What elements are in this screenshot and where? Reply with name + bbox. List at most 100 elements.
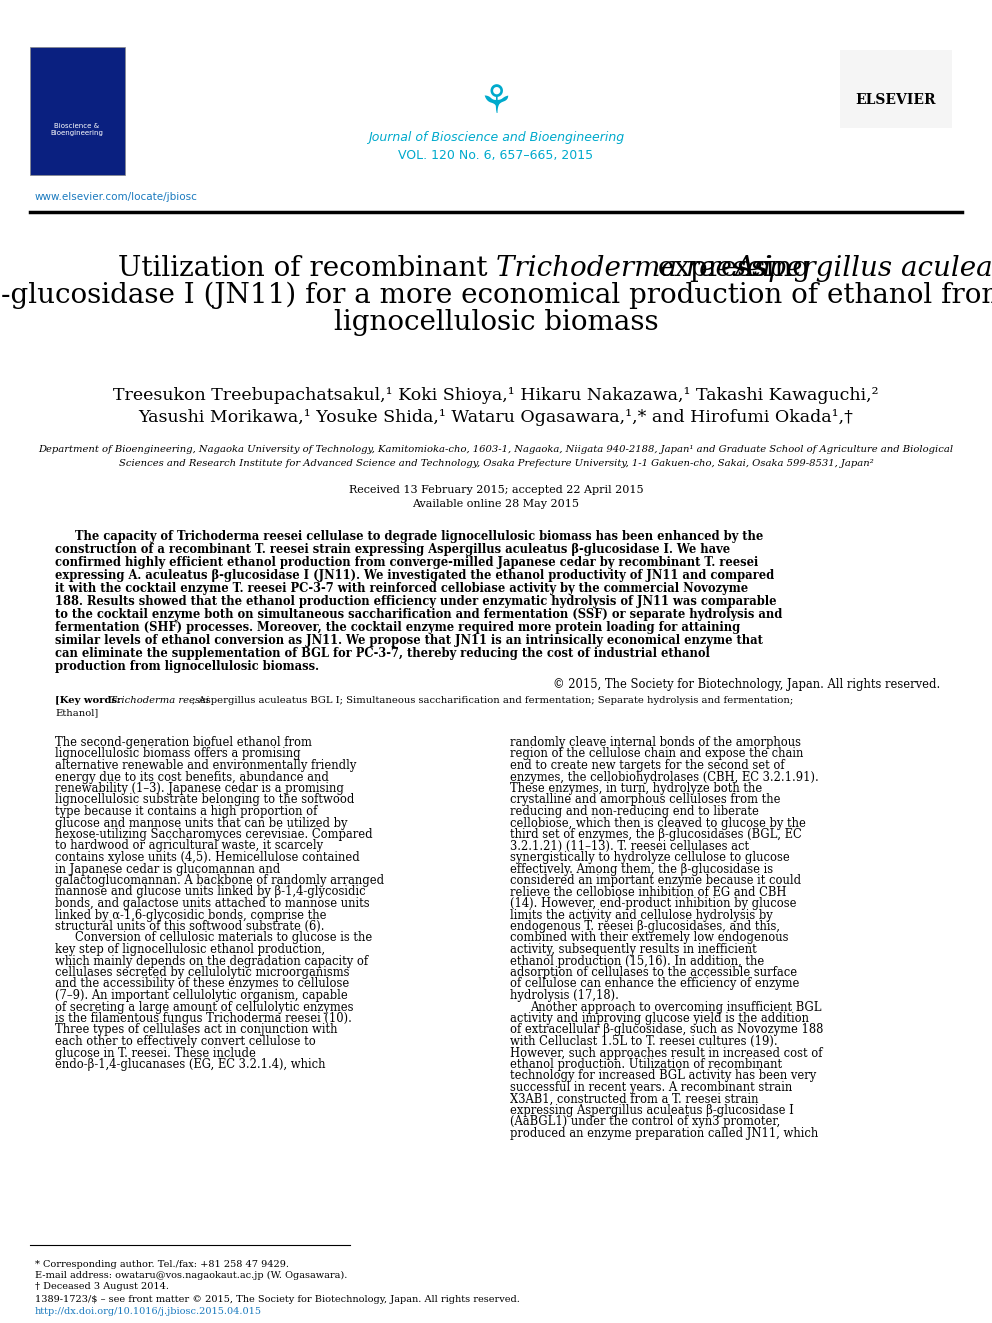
Text: with Celluclast 1.5L to T. reesei cultures (19).: with Celluclast 1.5L to T. reesei cultur…	[510, 1035, 778, 1048]
Text: synergistically to hydrolyze cellulose to glucose: synergistically to hydrolyze cellulose t…	[510, 851, 790, 864]
Text: The second-generation biofuel ethanol from: The second-generation biofuel ethanol fr…	[55, 736, 311, 749]
Text: Utilization of recombinant: Utilization of recombinant	[118, 254, 496, 282]
Text: Trichoderma reesei: Trichoderma reesei	[110, 696, 209, 705]
Text: expressing A. aculeatus β-glucosidase I (JN11). We investigated the ethanol prod: expressing A. aculeatus β-glucosidase I …	[55, 569, 774, 582]
Text: ethanol production. Utilization of recombinant: ethanol production. Utilization of recom…	[510, 1058, 782, 1072]
Text: © 2015, The Society for Biotechnology, Japan. All rights reserved.: © 2015, The Society for Biotechnology, J…	[553, 677, 940, 691]
Text: cellobiose, which then is cleaved to glucose by the: cellobiose, which then is cleaved to glu…	[510, 816, 806, 830]
Text: energy due to its cost benefits, abundance and: energy due to its cost benefits, abundan…	[55, 770, 329, 783]
Text: confirmed highly efficient ethanol production from converge-milled Japanese ceda: confirmed highly efficient ethanol produ…	[55, 556, 758, 569]
Text: ; Aspergillus aculeatus BGL I; Simultaneous saccharification and fermentation; S: ; Aspergillus aculeatus BGL I; Simultane…	[192, 696, 794, 705]
Text: X3AB1, constructed from a T. reesei strain: X3AB1, constructed from a T. reesei stra…	[510, 1093, 759, 1106]
Text: of cellulose can enhance the efficiency of enzyme: of cellulose can enhance the efficiency …	[510, 978, 800, 991]
Text: (AaBGL1) under the control of xyn3 promoter,: (AaBGL1) under the control of xyn3 promo…	[510, 1115, 781, 1129]
Text: structural units of this softwood substrate (6).: structural units of this softwood substr…	[55, 919, 324, 933]
Text: activity and improving glucose yield is the addition: activity and improving glucose yield is …	[510, 1012, 809, 1025]
Text: reducing and non-reducing end to liberate: reducing and non-reducing end to liberat…	[510, 804, 759, 818]
Text: expressing: expressing	[649, 254, 992, 282]
Text: of extracellular β-glucosidase, such as Novozyme 188: of extracellular β-glucosidase, such as …	[510, 1024, 823, 1036]
Text: fermentation (SHF) processes. Moreover, the cocktail enzyme required more protei: fermentation (SHF) processes. Moreover, …	[55, 620, 740, 634]
Text: Journal of Bioscience and Bioengineering: Journal of Bioscience and Bioengineering	[368, 131, 624, 144]
Text: to the cocktail enzyme both on simultaneous saccharification and fermentation (S: to the cocktail enzyme both on simultane…	[55, 609, 783, 620]
Text: hexose-utilizing Saccharomyces cerevisiae. Compared: hexose-utilizing Saccharomyces cerevisia…	[55, 828, 373, 841]
Text: type because it contains a high proportion of: type because it contains a high proporti…	[55, 804, 317, 818]
Text: contains xylose units (4,5). Hemicellulose contained: contains xylose units (4,5). Hemicellulo…	[55, 851, 360, 864]
Text: end to create new targets for the second set of: end to create new targets for the second…	[510, 759, 785, 773]
Text: which mainly depends on the degradation capacity of: which mainly depends on the degradation …	[55, 954, 368, 967]
Text: bonds, and galactose units attached to mannose units: bonds, and galactose units attached to m…	[55, 897, 370, 910]
Text: These enzymes, in turn, hydrolyze both the: These enzymes, in turn, hydrolyze both t…	[510, 782, 762, 795]
Text: it with the cocktail enzyme T. reesei PC-3-7 with reinforced cellobiase activity: it with the cocktail enzyme T. reesei PC…	[55, 582, 748, 595]
Text: * Corresponding author. Tel./fax: +81 258 47 9429.: * Corresponding author. Tel./fax: +81 25…	[35, 1259, 289, 1269]
Text: successful in recent years. A recombinant strain: successful in recent years. A recombinan…	[510, 1081, 793, 1094]
Text: combined with their extremely low endogenous: combined with their extremely low endoge…	[510, 931, 789, 945]
Text: key step of lignocellulosic ethanol production,: key step of lignocellulosic ethanol prod…	[55, 943, 325, 957]
Text: lignocellulosic substrate belonging to the softwood: lignocellulosic substrate belonging to t…	[55, 794, 354, 807]
Text: Bioscience &
Bioengineering: Bioscience & Bioengineering	[51, 123, 103, 136]
Text: crystalline and amorphous celluloses from the: crystalline and amorphous celluloses fro…	[510, 794, 781, 807]
Text: ethanol production (15,16). In addition, the: ethanol production (15,16). In addition,…	[510, 954, 764, 967]
Text: renewability (1–3). Japanese cedar is a promising: renewability (1–3). Japanese cedar is a …	[55, 782, 344, 795]
Text: enzymes, the cellobiohydrolases (CBH, EC 3.2.1.91).: enzymes, the cellobiohydrolases (CBH, EC…	[510, 770, 818, 783]
Text: Sciences and Research Institute for Advanced Science and Technology, Osaka Prefe: Sciences and Research Institute for Adva…	[119, 459, 873, 468]
Text: each other to effectively convert cellulose to: each other to effectively convert cellul…	[55, 1035, 315, 1048]
Text: [Key words:: [Key words:	[55, 696, 124, 705]
Text: mannose and glucose units linked by β-1,4-glycosidic: mannose and glucose units linked by β-1,…	[55, 885, 366, 898]
Text: production from lignocellulosic biomass.: production from lignocellulosic biomass.	[55, 660, 319, 673]
Text: randomly cleave internal bonds of the amorphous: randomly cleave internal bonds of the am…	[510, 736, 801, 749]
Text: Department of Bioengineering, Nagaoka University of Technology, Kamitomioka-cho,: Department of Bioengineering, Nagaoka Un…	[39, 446, 953, 455]
Text: (14). However, end-product inhibition by glucose: (14). However, end-product inhibition by…	[510, 897, 797, 910]
Text: hydrolysis (17,18).: hydrolysis (17,18).	[510, 990, 619, 1002]
Text: Yasushi Morikawa,¹ Yosuke Shida,¹ Wataru Ogasawara,¹,* and Hirofumi Okada¹,†: Yasushi Morikawa,¹ Yosuke Shida,¹ Wataru…	[139, 410, 853, 426]
Text: third set of enzymes, the β-glucosidases (BGL, EC: third set of enzymes, the β-glucosidases…	[510, 828, 802, 841]
Text: limits the activity and cellulose hydrolysis by: limits the activity and cellulose hydrol…	[510, 909, 773, 922]
Bar	[840, 50, 952, 128]
Text: glucose and mannose units that can be utilized by: glucose and mannose units that can be ut…	[55, 816, 347, 830]
Text: galactoglucomannan. A backbone of randomly arranged: galactoglucomannan. A backbone of random…	[55, 875, 384, 886]
Text: β-glucosidase I (JN11) for a more economical production of ethanol from: β-glucosidase I (JN11) for a more econom…	[0, 282, 992, 308]
Bar	[30, 48, 125, 175]
Text: Received 13 February 2015; accepted 22 April 2015: Received 13 February 2015; accepted 22 A…	[348, 486, 644, 495]
Text: Trichoderma reesei: Trichoderma reesei	[496, 254, 772, 282]
Text: endo-β-1,4-glucanases (EG, EC 3.2.1.4), which: endo-β-1,4-glucanases (EG, EC 3.2.1.4), …	[55, 1058, 325, 1072]
Text: Another approach to overcoming insufficient BGL: Another approach to overcoming insuffici…	[530, 1000, 821, 1013]
Text: alternative renewable and environmentally friendly: alternative renewable and environmentall…	[55, 759, 356, 773]
Text: Three types of cellulases act in conjunction with: Three types of cellulases act in conjunc…	[55, 1024, 337, 1036]
Text: Ethanol]: Ethanol]	[55, 708, 98, 717]
Text: considered an important enzyme because it could: considered an important enzyme because i…	[510, 875, 802, 886]
Text: adsorption of cellulases to the accessible surface: adsorption of cellulases to the accessib…	[510, 966, 798, 979]
Text: linked by α-1,6-glycosidic bonds, comprise the: linked by α-1,6-glycosidic bonds, compri…	[55, 909, 326, 922]
Text: † Deceased 3 August 2014.: † Deceased 3 August 2014.	[35, 1282, 169, 1291]
Text: relieve the cellobiose inhibition of EG and CBH: relieve the cellobiose inhibition of EG …	[510, 885, 787, 898]
Text: lignocellulosic biomass: lignocellulosic biomass	[333, 308, 659, 336]
Text: technology for increased BGL activity has been very: technology for increased BGL activity ha…	[510, 1069, 816, 1082]
Text: Treesukon Treebupachatsakul,¹ Koki Shioya,¹ Hikaru Nakazawa,¹ Takashi Kawaguchi,: Treesukon Treebupachatsakul,¹ Koki Shioy…	[113, 386, 879, 404]
Text: 3.2.1.21) (11–13). T. reesei cellulases act: 3.2.1.21) (11–13). T. reesei cellulases …	[510, 840, 749, 852]
Text: lignocellulosic biomass offers a promising: lignocellulosic biomass offers a promisi…	[55, 747, 301, 761]
Text: expressing Aspergillus aculeatus β-glucosidase I: expressing Aspergillus aculeatus β-gluco…	[510, 1103, 794, 1117]
Text: http://dx.doi.org/10.1016/j.jbiosc.2015.04.015: http://dx.doi.org/10.1016/j.jbiosc.2015.…	[35, 1307, 262, 1316]
Text: 1389-1723/$ – see front matter © 2015, The Society for Biotechnology, Japan. All: 1389-1723/$ – see front matter © 2015, T…	[35, 1295, 520, 1304]
Text: Available online 28 May 2015: Available online 28 May 2015	[413, 499, 579, 509]
Text: of secreting a large amount of cellulolytic enzymes: of secreting a large amount of celluloly…	[55, 1000, 353, 1013]
Text: is the filamentous fungus Trichoderma reesei (10).: is the filamentous fungus Trichoderma re…	[55, 1012, 352, 1025]
Text: produced an enzyme preparation called JN11, which: produced an enzyme preparation called JN…	[510, 1127, 818, 1140]
Text: construction of a recombinant T. reesei strain expressing Aspergillus aculeatus : construction of a recombinant T. reesei …	[55, 542, 730, 556]
Text: and the accessibility of these enzymes to cellulose: and the accessibility of these enzymes t…	[55, 978, 349, 991]
Text: Conversion of cellulosic materials to glucose is the: Conversion of cellulosic materials to gl…	[75, 931, 372, 945]
Text: E-mail address: owataru@vos.nagaokaut.ac.jp (W. Ogasawara).: E-mail address: owataru@vos.nagaokaut.ac…	[35, 1271, 347, 1281]
Text: Aspergillus aculeatus: Aspergillus aculeatus	[734, 254, 992, 282]
Text: endogenous T. reesei β-glucosidases, and this,: endogenous T. reesei β-glucosidases, and…	[510, 919, 780, 933]
Text: region of the cellulose chain and expose the chain: region of the cellulose chain and expose…	[510, 747, 804, 761]
Text: The capacity of Trichoderma reesei cellulase to degrade lignocellulosic biomass : The capacity of Trichoderma reesei cellu…	[75, 531, 763, 542]
Text: effectively. Among them, the β-glucosidase is: effectively. Among them, the β-glucosida…	[510, 863, 773, 876]
Text: VOL. 120 No. 6, 657–665, 2015: VOL. 120 No. 6, 657–665, 2015	[399, 148, 593, 161]
Text: activity, subsequently results in inefficient: activity, subsequently results in ineffi…	[510, 943, 757, 957]
Text: However, such approaches result in increased cost of: However, such approaches result in incre…	[510, 1046, 822, 1060]
Text: ELSEVIER: ELSEVIER	[856, 93, 936, 107]
Text: ⚘: ⚘	[478, 83, 514, 120]
Text: similar levels of ethanol conversion as JN11. We propose that JN11 is an intrins: similar levels of ethanol conversion as …	[55, 634, 763, 647]
Text: to hardwood or agricultural waste, it scarcely: to hardwood or agricultural waste, it sc…	[55, 840, 323, 852]
Text: glucose in T. reesei. These include: glucose in T. reesei. These include	[55, 1046, 256, 1060]
Text: (7–9). An important cellulolytic organism, capable: (7–9). An important cellulolytic organis…	[55, 990, 348, 1002]
